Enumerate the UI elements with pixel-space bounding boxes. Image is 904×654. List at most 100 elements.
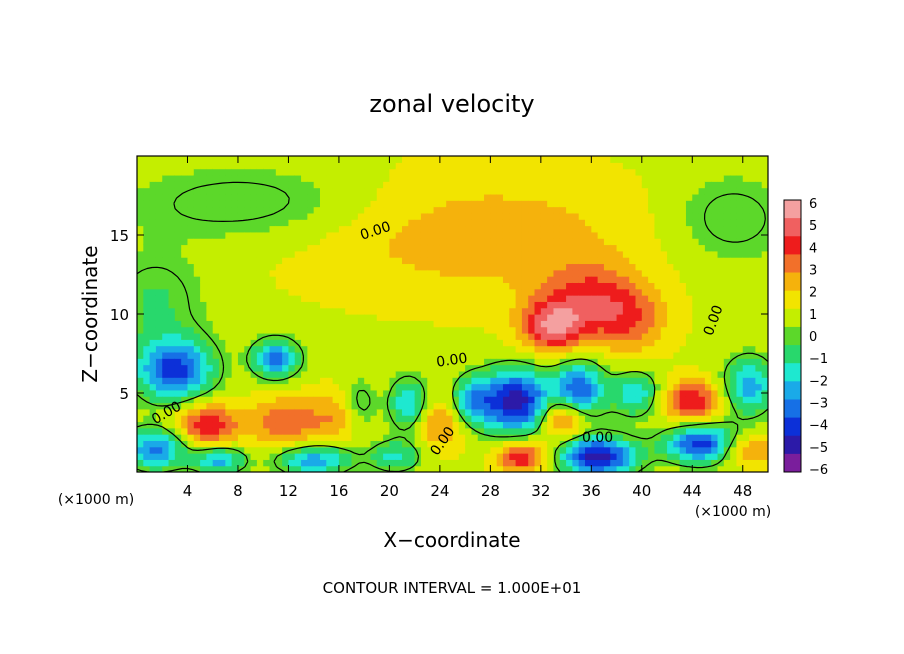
- field-cell: [717, 250, 725, 258]
- field-cell: [452, 446, 460, 454]
- field-cell: [736, 396, 744, 404]
- field-cell: [395, 434, 403, 441]
- field-cell: [231, 377, 239, 385]
- field-cell: [137, 219, 144, 227]
- field-cell: [427, 193, 435, 201]
- field-cell: [212, 320, 220, 328]
- field-cell: [338, 168, 346, 176]
- field-cell: [566, 200, 573, 208]
- field-cell: [402, 459, 409, 467]
- field-cell: [181, 415, 189, 423]
- field-cell: [332, 244, 340, 252]
- field-cell: [225, 200, 233, 208]
- field-cell: [667, 263, 674, 271]
- field-cell: [534, 250, 542, 258]
- field-cell: [351, 238, 359, 246]
- field-cell: [402, 219, 409, 227]
- field-cell: [471, 162, 479, 170]
- field-cell: [200, 257, 208, 265]
- field-cell: [648, 269, 656, 277]
- field-cell: [471, 408, 479, 416]
- field-cell: [351, 465, 359, 472]
- field-cell: [237, 339, 245, 347]
- field-cell: [256, 434, 264, 441]
- field-cell: [206, 314, 214, 321]
- field-cell: [155, 156, 163, 163]
- field-cell: [496, 168, 504, 176]
- field-cell: [553, 370, 561, 378]
- field-cell: [723, 314, 731, 321]
- field-cell: [616, 193, 624, 201]
- field-cell: [597, 282, 605, 290]
- field-cell: [288, 156, 296, 163]
- field-cell: [313, 314, 321, 321]
- field-cell: [275, 402, 283, 410]
- field-cell: [168, 269, 176, 277]
- field-cell: [471, 193, 479, 201]
- field-cell: [547, 263, 555, 271]
- field-cell: [559, 446, 567, 454]
- field-cell: [528, 288, 536, 296]
- field-cell: [282, 421, 290, 429]
- field-cell: [509, 269, 517, 277]
- field-cell: [162, 212, 170, 220]
- field-cell: [509, 415, 517, 423]
- field-cell: [717, 295, 725, 302]
- field-cell: [490, 219, 498, 227]
- field-cell: [603, 231, 611, 239]
- field-cell: [597, 339, 605, 347]
- field-cell: [698, 301, 706, 309]
- field-cell: [515, 339, 523, 347]
- field-cell: [585, 301, 592, 309]
- field-cell: [477, 402, 485, 410]
- field-cell: [326, 364, 334, 372]
- field-cell: [711, 326, 719, 334]
- field-cell: [749, 408, 756, 416]
- field-cell: [742, 402, 750, 410]
- field-cell: [654, 446, 662, 454]
- field-cell: [559, 364, 567, 372]
- field-cell: [206, 364, 214, 372]
- field-cell: [458, 162, 466, 170]
- field-cell: [673, 434, 681, 441]
- field-cell: [559, 219, 567, 227]
- field-cell: [143, 231, 151, 239]
- field-cell: [566, 187, 573, 195]
- field-cell: [319, 351, 327, 359]
- field-cell: [648, 415, 656, 423]
- field-cell: [547, 219, 555, 227]
- field-cell: [635, 408, 643, 416]
- field-cell: [692, 219, 700, 227]
- field-cell: [282, 156, 290, 163]
- field-cell: [225, 238, 233, 246]
- field-cell: [193, 351, 201, 359]
- field-cell: [395, 345, 403, 353]
- field-cell: [515, 402, 523, 410]
- field-cell: [742, 244, 750, 252]
- field-cell: [452, 345, 460, 353]
- field-cell: [578, 332, 586, 340]
- field-cell: [742, 339, 750, 347]
- field-cell: [326, 257, 334, 265]
- field-cell: [755, 358, 763, 366]
- field-cell: [452, 351, 460, 359]
- field-cell: [137, 402, 144, 410]
- field-cell: [174, 459, 182, 467]
- field-cell: [231, 434, 239, 441]
- field-cell: [219, 427, 226, 435]
- field-cell: [540, 446, 548, 454]
- field-cell: [338, 320, 346, 328]
- field-cell: [193, 200, 201, 208]
- field-cell: [162, 250, 170, 258]
- field-cell: [275, 358, 283, 366]
- field-cell: [616, 174, 624, 182]
- field-cell: [704, 276, 712, 283]
- field-cell: [408, 396, 416, 404]
- field-cell: [742, 396, 750, 404]
- field-cell: [250, 181, 258, 189]
- field-cell: [723, 396, 731, 404]
- field-cell: [376, 225, 384, 233]
- field-cell: [244, 383, 252, 391]
- field-cell: [357, 402, 365, 410]
- field-cell: [168, 326, 176, 334]
